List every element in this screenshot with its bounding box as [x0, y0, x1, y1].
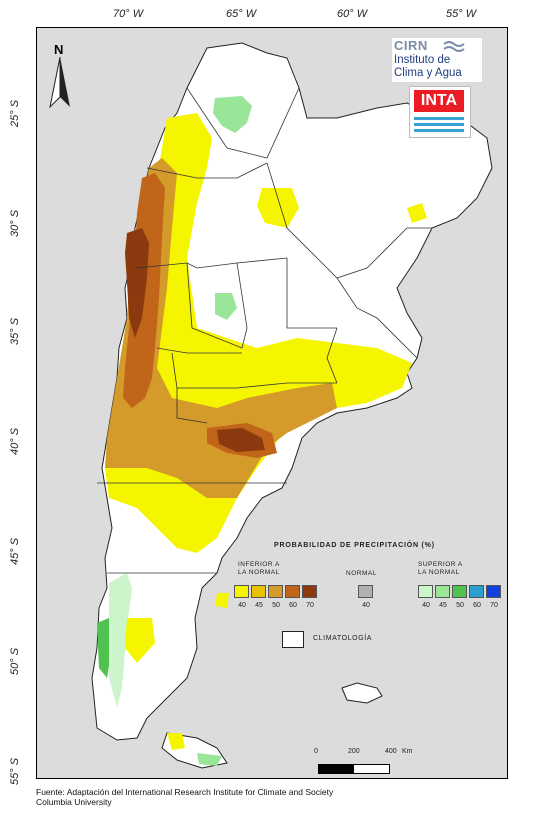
north-arrow: N: [48, 42, 72, 112]
tick-superior-70: 70: [490, 602, 498, 609]
climatology-label: CLIMATOLOGÍA: [313, 635, 373, 642]
inta-logo: INTA: [409, 86, 471, 138]
lat-35: 35° S: [9, 317, 21, 345]
tick-normal-40: 40: [362, 602, 370, 609]
region-superior-tdf: [197, 753, 222, 766]
swatch-inferior-50: [268, 585, 283, 598]
region-inferior-40-center: [257, 188, 299, 228]
lat-55: 55° S: [9, 757, 21, 785]
scale-tick-0: 0: [314, 748, 318, 755]
legend-superior-label-1: SUPERIOR A: [418, 561, 463, 568]
province-boundaries: [97, 87, 432, 574]
tick-superior-60: 60: [473, 602, 481, 609]
scale-bar-white: [353, 764, 390, 774]
swatch-superior-60: [469, 585, 484, 598]
region-inferior-50: [105, 158, 337, 498]
region-inferior-40-tdf: [167, 733, 185, 750]
scale-tick-200: 200: [348, 748, 360, 755]
legend-normal-label: NORMAL: [346, 570, 377, 577]
scale-unit: Km: [402, 748, 413, 755]
tick-inferior-45: 45: [255, 602, 263, 609]
region-inferior-70-patch: [217, 428, 265, 452]
scale-tick-400: 400: [385, 748, 397, 755]
argentina-map: [91, 42, 493, 769]
inta-box: INTA: [414, 90, 464, 112]
tick-inferior-70: 70: [306, 602, 314, 609]
cirn-line-1: Instituto de: [394, 54, 451, 66]
tick-superior-50: 50: [456, 602, 464, 609]
swatch-superior-45: [435, 585, 450, 598]
cirn-waves-icon: [443, 41, 465, 52]
legend-title: PROBABILIDAD DE PRECIPITACIÓN (%): [274, 542, 435, 549]
lon-55: 55° W: [446, 8, 477, 20]
source-line-1: Fuente: Adaptación del International Res…: [36, 787, 334, 797]
swatch-inferior-70: [302, 585, 317, 598]
region-superior-sw-light: [109, 573, 132, 708]
lat-40: 40° S: [9, 427, 21, 455]
legend-inferior-label-2: LA NORMAL: [238, 569, 280, 576]
cirn-logo: CIRN Instituto de Clima y Agua: [392, 38, 482, 82]
inta-wave-1: [414, 117, 464, 120]
lat-50: 50° S: [9, 647, 21, 675]
region-superior-north: [213, 96, 252, 133]
tick-inferior-50: 50: [272, 602, 280, 609]
swatch-inferior-60: [285, 585, 300, 598]
lon-60: 60° W: [337, 8, 368, 20]
cirn-title: CIRN: [394, 38, 428, 53]
swatch-superior-70: [486, 585, 501, 598]
lat-45: 45° S: [9, 537, 21, 565]
lon-70: 70° W: [113, 8, 144, 20]
tick-superior-40: 40: [422, 602, 430, 609]
inta-text: INTA: [420, 92, 458, 109]
swatch-superior-40: [418, 585, 433, 598]
source-line-2: Columbia University: [36, 797, 112, 807]
legend-superior-label-2: LA NORMAL: [418, 569, 460, 576]
cirn-line-2: Clima y Agua: [394, 67, 462, 79]
map-frame: 70° W 65° W 60° W 55° W: [36, 27, 508, 779]
legend-superior-label: SUPERIOR A LA NORMAL: [418, 561, 463, 577]
region-inferior-40-patagonia: [215, 593, 229, 608]
region-inferior-40-south: [125, 618, 155, 663]
swatch-inferior-40: [234, 585, 249, 598]
swatch-inferior-45: [251, 585, 266, 598]
inta-wave-2: [414, 123, 464, 126]
lat-25: 25° S: [9, 99, 21, 127]
scale-bar: 0 200 400 Km: [310, 748, 440, 778]
legend: PROBABILIDAD DE PRECIPITACIÓN (%) INFERI…: [230, 534, 505, 659]
region-inferior-70: [125, 228, 149, 338]
region-superior-sw: [97, 618, 112, 678]
tick-superior-45: 45: [439, 602, 447, 609]
source-note: Fuente: Adaptación del International Res…: [36, 787, 333, 807]
region-inferior-40-ne: [407, 203, 427, 223]
swatch-superior-50: [452, 585, 467, 598]
north-label: N: [54, 42, 64, 57]
swatch-normal-40: [358, 585, 373, 598]
lon-65: 65° W: [226, 8, 257, 20]
climatology-swatch: [282, 631, 304, 648]
lat-30: 30° S: [9, 209, 21, 237]
inta-wave-3: [414, 129, 464, 132]
malvinas-islands: [341, 682, 383, 704]
scale-bar-black: [318, 764, 355, 774]
legend-inferior-label-1: INFERIOR A: [238, 561, 280, 568]
north-arrow-icon: [49, 57, 70, 109]
tick-inferior-60: 60: [289, 602, 297, 609]
tick-inferior-40: 40: [238, 602, 246, 609]
region-superior-cordoba: [215, 293, 237, 320]
legend-inferior-label: INFERIOR A LA NORMAL: [238, 561, 280, 577]
